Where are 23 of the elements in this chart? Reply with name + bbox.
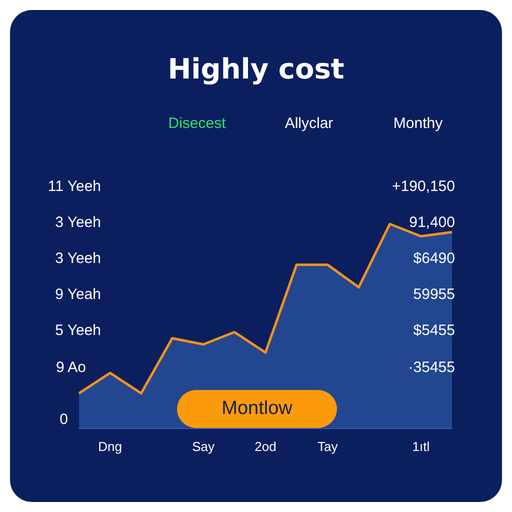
annotation: 9 Yeah [55,286,101,303]
annotation: 3 Yeeh [55,214,101,231]
chart-title: Highly cost [168,52,344,86]
x-tick-label: 1ıtl [412,439,430,454]
annotation: 3 Yeeh [55,250,101,267]
annotation: 5 Yeeh [55,322,101,339]
x-tick-label: Tay [318,439,338,454]
annotation: 91,400 [409,214,455,231]
x-tick-label: 2od [254,439,276,454]
annotation: 9 Ao [56,359,86,376]
x-tick-label: Say [192,439,216,454]
text: Disecest [168,115,226,132]
text: Allyclar [284,115,334,132]
button: Montlow [177,390,337,428]
text: 11 Yeeh [48,178,101,195]
text: Monthy [393,115,443,132]
text: +190,150 [392,178,455,195]
x-tick-label: Dng [98,439,122,454]
annotation: $6490 [413,250,455,267]
annotation: ·35455 [408,359,455,376]
annotation: $5455 [413,322,455,339]
text: 0 [60,411,68,428]
annotation: 59955 [413,286,455,303]
